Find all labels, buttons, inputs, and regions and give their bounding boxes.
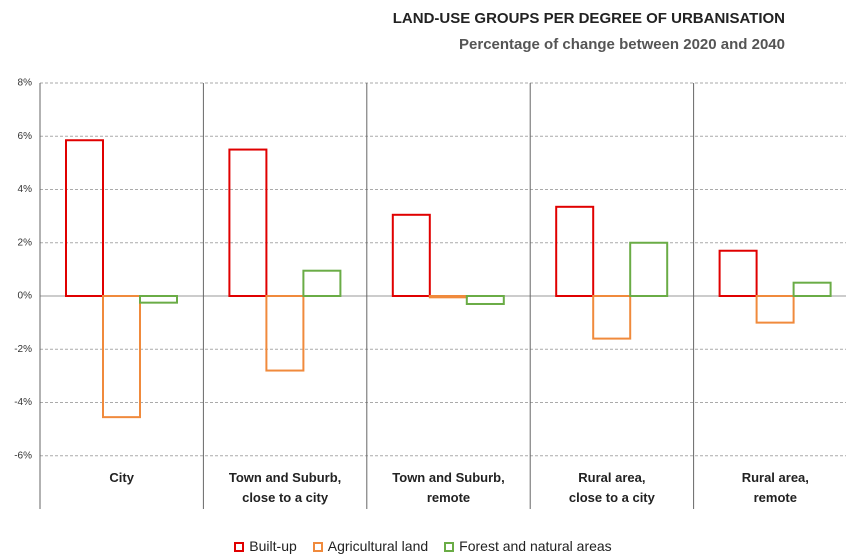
x-tick-label: City: [109, 470, 134, 485]
y-tick-label: 0%: [18, 291, 33, 302]
legend-label: Built-up: [249, 538, 297, 554]
y-tick-label: 8%: [18, 78, 33, 89]
bar: [391, 213, 431, 297]
x-tick-label: Rural area, close to a city: [568, 470, 655, 505]
y-tick-label: 4%: [18, 184, 33, 195]
bar: [139, 295, 178, 304]
x-tick-label: Rural area, remote: [741, 470, 809, 505]
bar: [465, 295, 505, 305]
bar: [428, 295, 468, 299]
legend-label: Agricultural land: [327, 538, 429, 554]
legend-swatch: [234, 542, 245, 552]
legend-item: Built-up: [234, 538, 297, 554]
y-tick-label: -2%: [14, 344, 32, 355]
bar: [718, 249, 758, 298]
bar: [792, 281, 832, 297]
bar: [228, 148, 268, 297]
bar: [302, 269, 342, 297]
y-tick-label: 6%: [18, 131, 33, 142]
x-tick-label: Town and Suburb, close to a city: [228, 470, 342, 505]
legend: Built-up Agricultural land Forest and natu…: [0, 538, 846, 554]
legend-swatch: [444, 542, 455, 552]
bar: [102, 295, 141, 419]
y-tick-label: -4%: [14, 397, 32, 408]
chart-title: LAND-USE GROUPS PER DEGREE OF URBANISATI…: [392, 10, 785, 27]
legend-item: Agricultural land: [312, 538, 429, 554]
legend-item: Forest and natural areas: [444, 538, 612, 554]
bar: [592, 295, 632, 340]
bar: [65, 139, 104, 297]
y-tick-label: -6%: [14, 450, 32, 461]
bar: [629, 241, 669, 297]
legend-label: Forest and natural areas: [459, 538, 612, 554]
bar: [265, 295, 305, 372]
chart-subtitle: Percentage of change between 2020 and 20…: [459, 36, 785, 53]
x-tick-label: Town and Suburb, remote: [392, 470, 505, 505]
bar: [755, 295, 795, 324]
bar: [555, 205, 595, 297]
legend-swatch: [312, 542, 323, 552]
y-tick-label: 2%: [18, 237, 33, 248]
